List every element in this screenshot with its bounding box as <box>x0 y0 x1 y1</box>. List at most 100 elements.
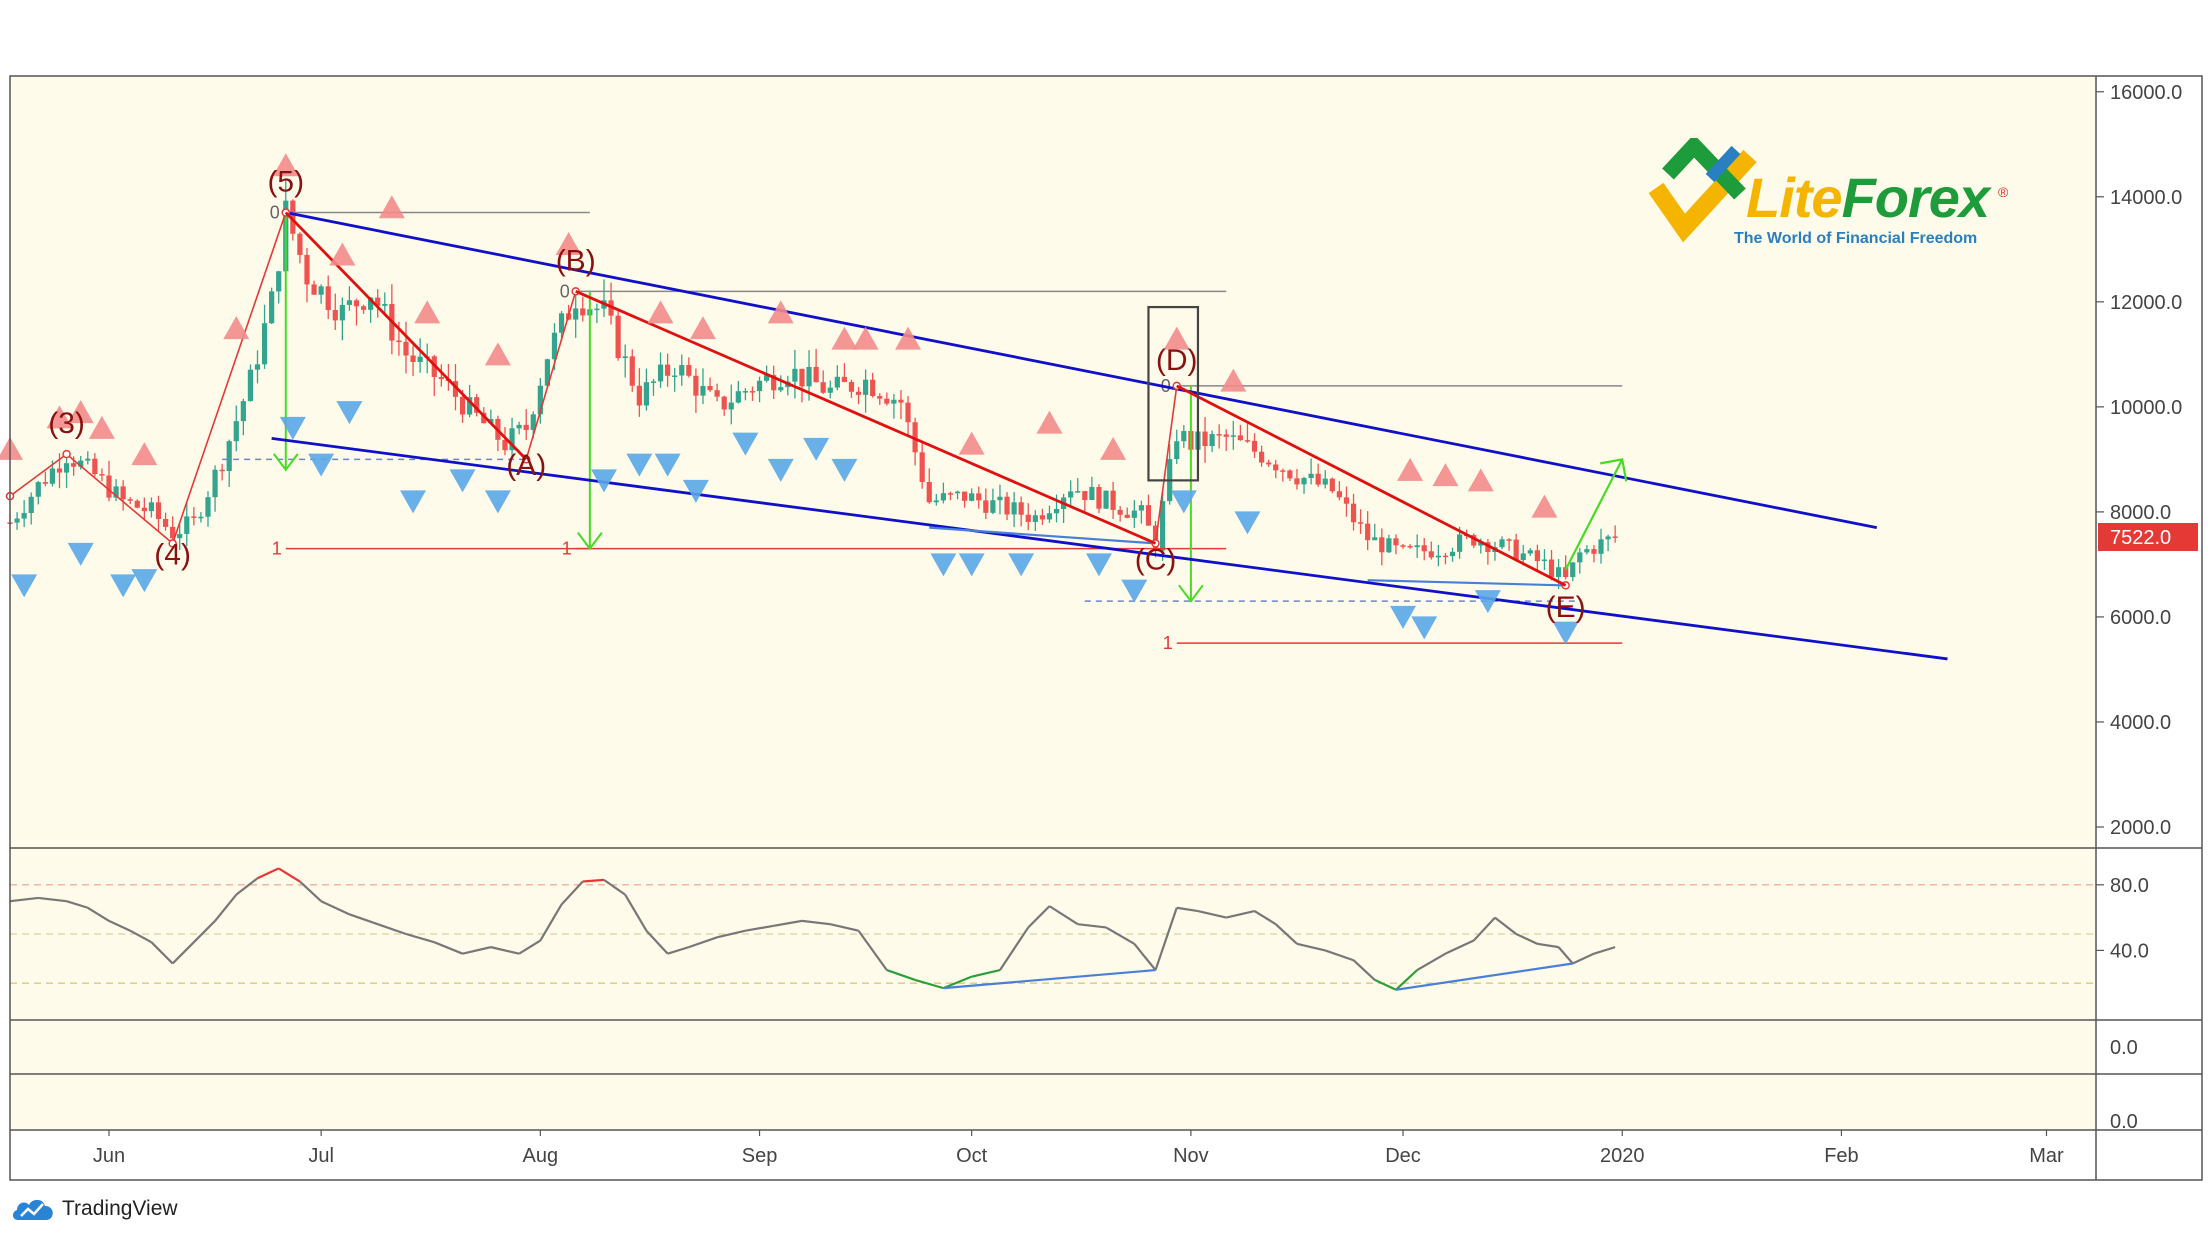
oscillator-segment <box>87 906 110 922</box>
candle-body <box>1039 515 1045 520</box>
oscillator-segment <box>150 941 174 965</box>
oscillator-segment <box>716 929 746 939</box>
buy-signal-triangle <box>400 490 427 514</box>
candle-body <box>1216 434 1222 436</box>
logo-name-lite: Lite <box>1746 166 1843 229</box>
sell-signal-triangle <box>1100 436 1127 460</box>
candle-body <box>481 412 487 424</box>
candle-body <box>976 493 982 501</box>
candle-body <box>14 518 20 523</box>
buy-signal-triangle <box>1474 590 1501 614</box>
candle-body <box>863 379 869 395</box>
sell-signal-triangle <box>831 326 858 350</box>
candle-body <box>1591 549 1597 554</box>
candle-body <box>870 379 876 397</box>
wave-label: (E) <box>1546 591 1586 624</box>
candle-body <box>954 491 961 494</box>
sell-signal-triangle <box>958 431 985 455</box>
candle-body <box>1131 510 1137 518</box>
oscillator-segment <box>1494 916 1517 935</box>
price-tick-label: 10000.0 <box>2110 397 2182 419</box>
oscillator-segment <box>914 978 944 990</box>
buy-signal-triangle <box>803 437 830 461</box>
buy-signal-triangle <box>682 479 709 503</box>
candle-body <box>721 396 727 410</box>
support-line <box>929 526 1156 545</box>
candle-body <box>212 469 218 498</box>
time-tick-label: Dec <box>1385 1145 1421 1167</box>
oscillator-segment <box>235 877 259 896</box>
fib-one-label: 1 <box>1163 633 1173 653</box>
candle-body <box>1124 514 1130 518</box>
oscillator-segment <box>1274 923 1298 945</box>
buy-signal-triangle <box>732 432 759 456</box>
oscillator-segment <box>1324 949 1354 962</box>
highlight-box <box>1147 305 1200 482</box>
candle-body <box>1343 497 1350 504</box>
time-tick-label: Sep <box>742 1145 778 1167</box>
zigzag-pivot-point <box>62 449 71 459</box>
oscillator-segment <box>405 932 435 944</box>
oscillator-segment <box>667 946 690 955</box>
candle-body <box>756 380 763 392</box>
fib-zero-label: 0 <box>270 203 280 223</box>
candle-body <box>1259 451 1265 463</box>
sell-signal-triangle <box>223 316 250 340</box>
candle-body <box>269 291 275 324</box>
buy-signal-triangle <box>1390 605 1417 629</box>
candle-body <box>49 468 56 484</box>
candle-body <box>1315 473 1321 485</box>
candle-body <box>410 355 416 363</box>
oscillator-segment <box>108 919 131 932</box>
sell-signal-triangle <box>378 195 405 219</box>
candle-body <box>346 300 353 305</box>
candle-body <box>63 463 70 473</box>
sell-signal-triangle <box>1397 457 1424 481</box>
candle-body <box>1407 545 1413 548</box>
sell-signal-triangle <box>895 326 922 350</box>
candle-body <box>368 297 374 310</box>
candle-body <box>1400 545 1406 547</box>
oscillator-segment <box>745 924 774 932</box>
fib-zero-label: 0 <box>560 281 570 301</box>
candle-body <box>1386 538 1392 553</box>
projection-arrow-head <box>272 453 299 472</box>
candle-body <box>912 422 918 453</box>
buy-signal-triangle <box>1552 621 1579 645</box>
tradingview-branding[interactable]: TradingView <box>10 1194 178 1224</box>
oscillator-segment <box>1537 942 1559 949</box>
projection-arrow-head <box>577 532 603 551</box>
time-tick-label: Aug <box>523 1145 559 1167</box>
candle-body <box>969 493 975 501</box>
candle-body <box>1273 464 1279 471</box>
oscillator-tick-label: 40.0 <box>2110 940 2149 962</box>
chart-frame <box>9 75 2203 1181</box>
oscillator-segment <box>1395 969 1418 991</box>
wave-label: (5) <box>267 166 304 199</box>
oscillator-segment <box>999 926 1030 971</box>
lower-panel-tick-label: 0.0 <box>2110 1111 2138 1133</box>
oscillator-segment <box>773 919 803 927</box>
candle-body <box>254 364 261 370</box>
tradingview-label: TradingView <box>62 1197 178 1220</box>
candle-body <box>1513 539 1519 561</box>
candle-body <box>686 365 692 376</box>
oscillator-segment <box>1444 939 1475 955</box>
candle-body <box>1223 434 1229 437</box>
price-tick-label: 2000.0 <box>2110 817 2171 839</box>
oscillator-segment <box>1225 909 1255 919</box>
sell-signal-triangle <box>852 326 879 350</box>
buy-signal-triangle <box>654 453 681 477</box>
oscillator-segment <box>257 867 280 880</box>
candle-body <box>820 382 826 393</box>
candle-body <box>1237 435 1243 441</box>
oscillator-segment <box>433 941 463 955</box>
candle-body <box>148 502 155 512</box>
oscillator-segment <box>1593 946 1616 955</box>
oscillator-segment <box>278 867 301 883</box>
candle-body <box>1555 567 1562 577</box>
candle-body <box>1266 462 1272 465</box>
time-tick-label: Jun <box>93 1145 125 1167</box>
